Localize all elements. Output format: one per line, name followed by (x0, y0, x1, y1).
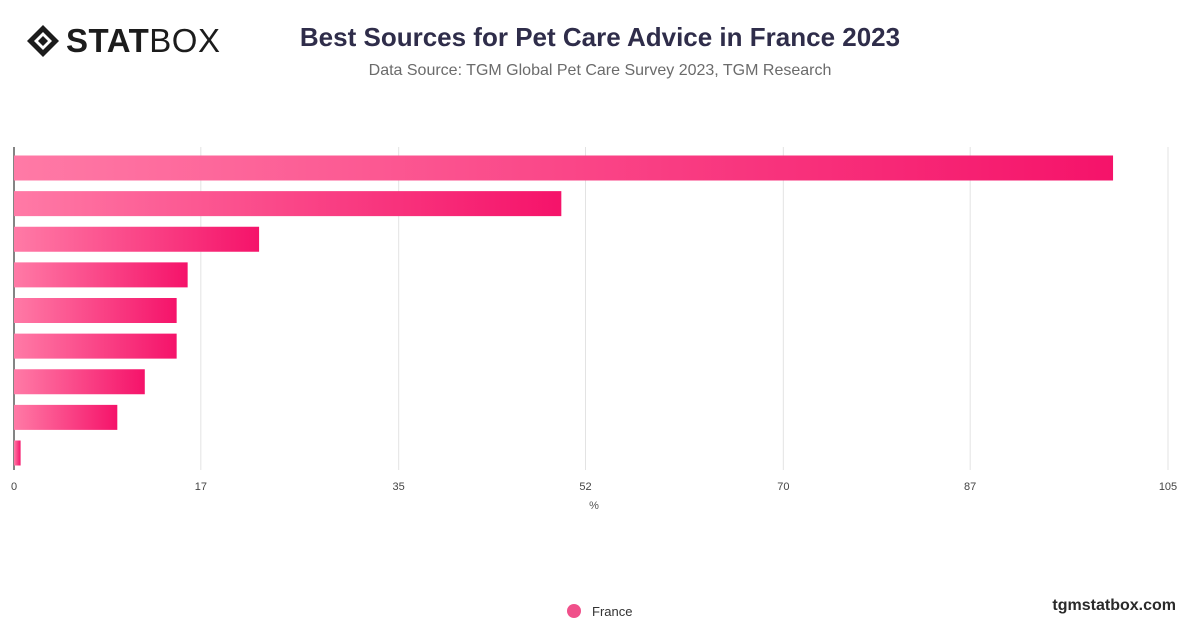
bar[interactable] (14, 333, 177, 359)
bar[interactable] (14, 298, 177, 323)
site-url[interactable]: tgmstatbox.com (1052, 597, 1176, 614)
bar[interactable] (14, 369, 145, 395)
logo-wordmark: STATBOX (66, 24, 220, 58)
diamond-logo-icon (27, 25, 59, 57)
chart-subtitle: Data Source: TGM Global Pet Care Survey … (368, 62, 832, 79)
statbox-logo: STATBOX (26, 24, 220, 58)
chart-title: Best Sources for Pet Care Advice in Fran… (299, 22, 901, 52)
legend-swatch (567, 604, 581, 618)
logo-bold: STAT (66, 22, 150, 59)
x-tick-label: 35 (393, 481, 405, 493)
legend[interactable]: France (567, 602, 632, 620)
bar[interactable] (14, 440, 21, 466)
logo-light: BOX (149, 22, 221, 59)
x-tick-label: 105 (1159, 481, 1177, 493)
x-tick-label: 17 (195, 481, 207, 493)
bar[interactable] (14, 155, 1114, 181)
bar[interactable] (14, 191, 562, 217)
x-tick-label: 87 (964, 481, 976, 493)
x-tick-label: 70 (777, 481, 789, 493)
legend-label: France (592, 603, 633, 619)
x-tick-label: 52 (579, 481, 591, 493)
x-tick-label: 0 (11, 481, 17, 493)
bar[interactable] (14, 226, 260, 252)
bar[interactable] (14, 262, 188, 288)
bar[interactable] (14, 404, 118, 430)
x-axis-label: % (589, 500, 599, 512)
